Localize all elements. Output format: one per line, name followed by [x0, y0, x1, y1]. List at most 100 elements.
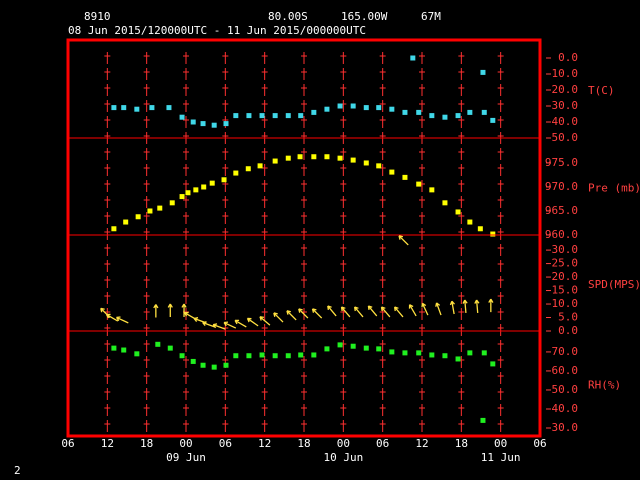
grid-cross — [183, 148, 189, 160]
grid-cross — [261, 420, 268, 432]
point — [155, 341, 161, 347]
period: 08 Jun 2015/120000UTC - 11 Jun 2015/0000… — [68, 24, 366, 37]
wind-arrow — [474, 299, 480, 313]
wind-arrow — [246, 317, 259, 327]
grid-cross — [379, 84, 386, 96]
grid-cross — [261, 308, 268, 320]
grid-cross — [497, 276, 504, 288]
point — [363, 105, 369, 111]
grid-cross — [261, 148, 268, 160]
grid-cross — [419, 52, 425, 64]
y-tick-label: 50.0 — [552, 383, 579, 396]
point — [490, 231, 496, 237]
grid-cross — [458, 68, 465, 80]
grid-cross — [419, 228, 425, 240]
grid-cross — [497, 356, 504, 368]
y-tick-label: 5.0 — [558, 311, 578, 324]
grid-cross — [143, 292, 150, 304]
grid-cross — [143, 52, 150, 64]
wind-arrow — [327, 305, 337, 317]
grid-cross — [497, 164, 504, 176]
grid-cross — [497, 260, 504, 272]
grid-cross — [301, 148, 307, 160]
grid-cross — [458, 84, 465, 96]
point — [298, 352, 304, 358]
grid-cross — [183, 116, 189, 128]
grid-cross — [340, 68, 347, 80]
point — [134, 106, 140, 112]
grid-cross — [261, 52, 268, 64]
point — [200, 362, 206, 368]
grid-cross — [104, 420, 111, 432]
point — [337, 155, 343, 161]
grid-cross — [497, 292, 504, 304]
grid-cross — [497, 84, 504, 96]
grid-cross — [340, 212, 347, 224]
wind-arrow — [115, 316, 129, 324]
longitude: 165.00W — [341, 10, 388, 23]
grid-cross — [104, 196, 111, 208]
wind-arrow — [153, 304, 159, 318]
x-tick-label: 00 — [494, 437, 507, 450]
x-tick-label: 18 — [297, 437, 310, 450]
grid-cross — [379, 100, 386, 112]
grid-cross — [104, 276, 111, 288]
grid-cross — [419, 276, 425, 288]
grid-cross — [458, 212, 465, 224]
point — [389, 106, 395, 112]
grid-cross — [379, 388, 386, 400]
grid-cross — [261, 180, 268, 192]
grid-cross — [379, 148, 386, 160]
grid-cross — [143, 116, 150, 128]
grid-cross — [104, 292, 111, 304]
grid-cross — [301, 340, 307, 352]
grid-cross — [419, 356, 425, 368]
grid-cross — [458, 228, 465, 240]
grid-cross — [497, 68, 504, 80]
grid-cross — [379, 212, 386, 224]
grid-cross — [379, 372, 386, 384]
y-tick-label: 20.0 — [552, 270, 579, 283]
grid-cross — [104, 388, 111, 400]
grid-cross — [143, 356, 150, 368]
grid-cross — [222, 372, 229, 384]
y-tick-label: -30.0 — [545, 99, 578, 112]
grid-cross — [104, 404, 111, 416]
point — [324, 346, 330, 352]
grid-cross — [419, 212, 425, 224]
point — [257, 163, 263, 169]
axis-label: SPD(MPS) — [588, 278, 640, 291]
grid-cross — [261, 68, 268, 80]
x-tick-label: 06 — [533, 437, 546, 450]
grid-cross — [104, 148, 111, 160]
grid-cross — [301, 356, 307, 368]
grid-cross — [379, 404, 386, 416]
point — [311, 109, 317, 115]
point — [402, 174, 408, 180]
grid-cross — [104, 100, 111, 112]
grid-cross — [143, 340, 150, 352]
date-label: 10 Jun — [323, 451, 363, 464]
grid-cross — [497, 244, 504, 256]
point — [376, 163, 382, 169]
grid-cross — [104, 84, 111, 96]
point — [429, 352, 435, 358]
grid-cross — [340, 276, 347, 288]
point — [350, 343, 356, 349]
grid-cross — [419, 292, 425, 304]
wind-arrow — [408, 304, 417, 317]
point — [111, 345, 117, 351]
grid-cross — [261, 404, 268, 416]
y-tick-label: 960.0 — [545, 228, 578, 241]
grid-cross — [183, 180, 189, 192]
point — [121, 347, 127, 353]
grid-cross — [183, 292, 189, 304]
point — [402, 350, 408, 356]
point — [429, 113, 435, 119]
grid-cross — [419, 164, 425, 176]
grid-cross — [419, 260, 425, 272]
wind-arrow — [202, 321, 216, 328]
grid-cross — [419, 244, 425, 256]
grid-cross — [419, 308, 425, 320]
grid-cross — [183, 100, 189, 112]
